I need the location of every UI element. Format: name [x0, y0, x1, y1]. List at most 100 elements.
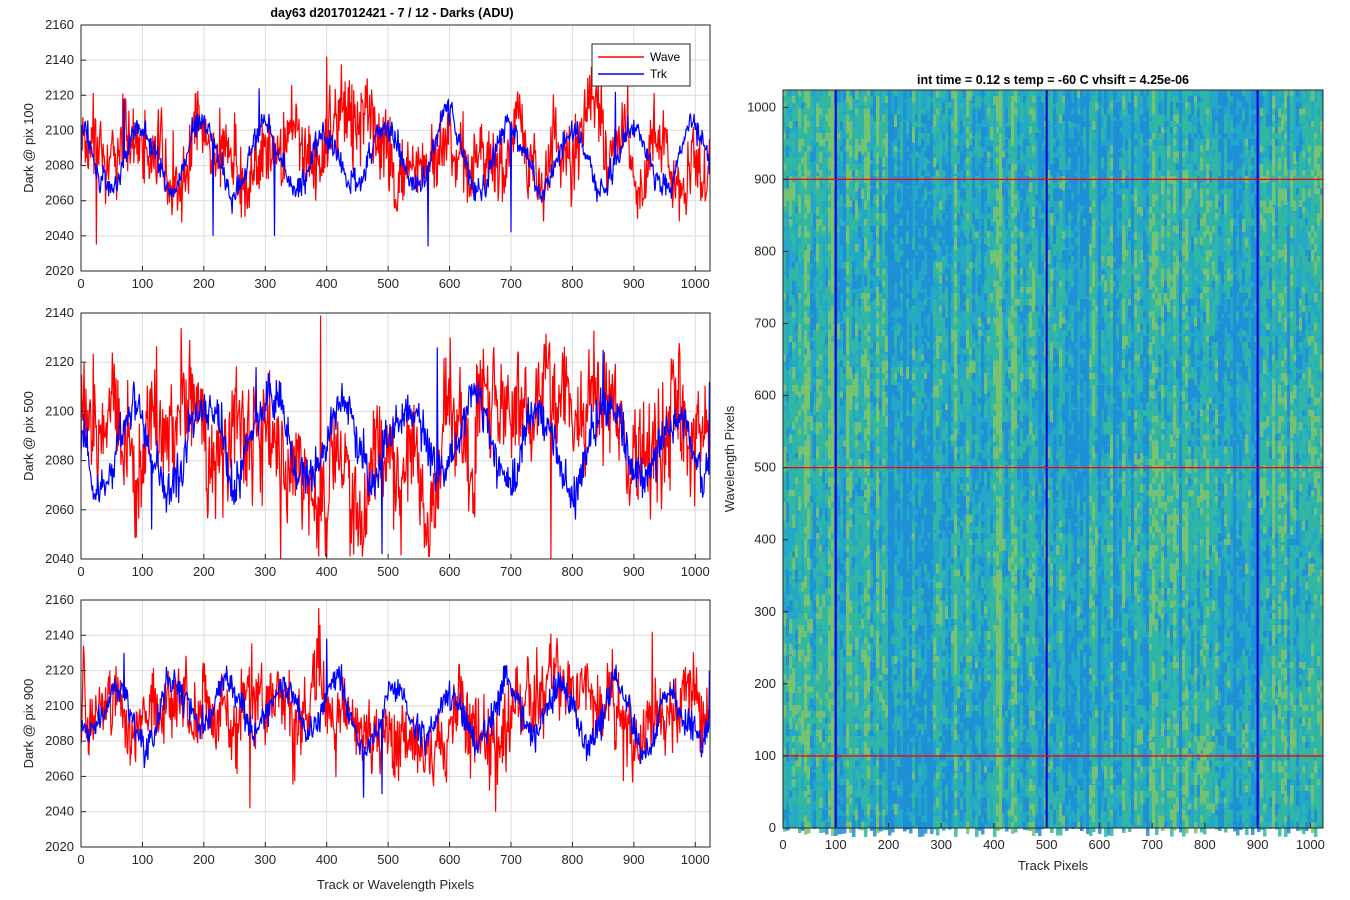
heatmap-cell: [957, 391, 960, 405]
heatmap-cell: [891, 256, 894, 263]
y-tick-label: 2140: [45, 52, 74, 67]
heatmap-cell: [873, 662, 876, 676]
y-tick-label: 2020: [45, 263, 74, 278]
heatmap-cell: [804, 127, 807, 134]
heatmap-cell: [909, 90, 912, 97]
heatmap-cell: [942, 465, 945, 474]
heatmap-cells: [783, 90, 1323, 837]
heatmap-cell: [792, 582, 795, 588]
heatmap-cell: [912, 668, 915, 681]
heatmap-cell: [852, 219, 855, 231]
heatmap-cell: [843, 723, 846, 736]
heatmap-cell: [924, 305, 927, 318]
heatmap-cell: [837, 441, 840, 450]
heatmap-cell: [861, 324, 864, 337]
heatmap-cell: [900, 619, 903, 632]
heatmap-cell: [837, 539, 840, 549]
x-tick-label: 300: [254, 852, 276, 867]
heatmap-cell: [795, 385, 798, 395]
heatmap-cell: [855, 354, 858, 363]
heatmap-cell: [963, 391, 966, 406]
heatmap-cell: [864, 477, 867, 484]
heatmap-cell: [891, 231, 894, 239]
heatmap-cell: [870, 613, 873, 623]
heatmap-cell: [954, 779, 957, 790]
heatmap-cell: [963, 201, 966, 216]
heatmap-cell: [900, 557, 903, 569]
heatmap-cell: [957, 508, 960, 518]
heatmap-cell: [909, 324, 912, 339]
heatmap-cell: [903, 367, 906, 377]
heatmap-cell: [789, 133, 792, 146]
heatmap-cell: [807, 299, 810, 306]
heatmap-cell: [885, 195, 888, 210]
heatmap-cell: [987, 650, 990, 659]
heatmap-cell: [813, 625, 816, 638]
heatmap-cell: [810, 779, 813, 790]
heatmap-cell: [873, 465, 876, 474]
heatmap-cell: [936, 797, 939, 807]
heatmap-cell: [870, 281, 873, 289]
heatmap-cell: [972, 742, 975, 754]
heatmap-cell: [795, 570, 798, 583]
heatmap-cell: [855, 545, 858, 556]
heatmap-cell: [804, 791, 807, 797]
heatmap-cell: [867, 324, 870, 332]
heatmap-cell: [924, 705, 927, 718]
heatmap-cell: [891, 773, 894, 781]
heatmap-cell: [789, 687, 792, 700]
heatmap-cell: [852, 490, 855, 504]
heatmap-cell: [891, 318, 894, 327]
heatmap-cell: [792, 287, 795, 295]
heatmap-cell: [909, 373, 912, 380]
heatmap-cell: [912, 158, 915, 168]
heatmap-cell: [972, 631, 975, 646]
heatmap-cell: [840, 152, 843, 161]
heatmap-cell: [867, 465, 870, 475]
heatmap-cell: [948, 311, 951, 325]
heatmap-cell: [792, 625, 795, 636]
heatmap-cell: [939, 760, 942, 774]
heatmap-cell: [960, 527, 963, 539]
heatmap-cell: [792, 238, 795, 252]
heatmap-cell: [987, 459, 990, 468]
heatmap-cell: [870, 391, 873, 402]
heatmap-cell: [864, 490, 867, 498]
plot-dark-pix-100: 0 100 200 300 400 500 600 700 800 900 100020202040…: [21, 17, 710, 291]
heatmap-cell: [807, 207, 810, 214]
heatmap-cell: [993, 521, 996, 531]
heatmap-cell: [945, 201, 948, 215]
heatmap-cell: [882, 404, 885, 418]
heatmap-cell: [906, 533, 909, 547]
legend-label-trk: Trk: [650, 67, 668, 81]
heatmap-cell: [900, 447, 903, 461]
heatmap-cell: [990, 447, 993, 456]
heatmap-cell: [921, 139, 924, 147]
heatmap-cell: [981, 668, 984, 682]
heatmap-cell: [792, 422, 795, 429]
heatmap-cell: [843, 330, 846, 343]
heatmap-cell: [864, 275, 867, 287]
heatmap-cell: [885, 385, 888, 391]
heatmap-cell: [927, 564, 930, 574]
heatmap-cell: [960, 434, 963, 446]
heatmap-cell: [933, 779, 936, 789]
heatmap-cell: [888, 416, 891, 429]
y-tick-label: 2040: [45, 804, 74, 819]
heatmap-cell: [876, 244, 879, 258]
heatmap-cell: [876, 521, 879, 530]
heatmap-cell: [990, 533, 993, 545]
heatmap-cell: [960, 576, 963, 585]
y-tick-label: 2120: [45, 87, 74, 102]
heatmap-cell: [825, 736, 828, 751]
heatmap-cell: [804, 238, 807, 246]
heatmap-cell: [786, 453, 789, 462]
heatmap-cell: [936, 336, 939, 350]
heatmap-cell: [987, 693, 990, 703]
heatmap-cell: [867, 115, 870, 122]
heatmap-cell: [786, 693, 789, 702]
heatmap-cell: [801, 287, 804, 300]
heatmap-cell: [846, 545, 849, 553]
heatmap-cell: [969, 182, 972, 194]
heatmap-cell: [837, 201, 840, 207]
